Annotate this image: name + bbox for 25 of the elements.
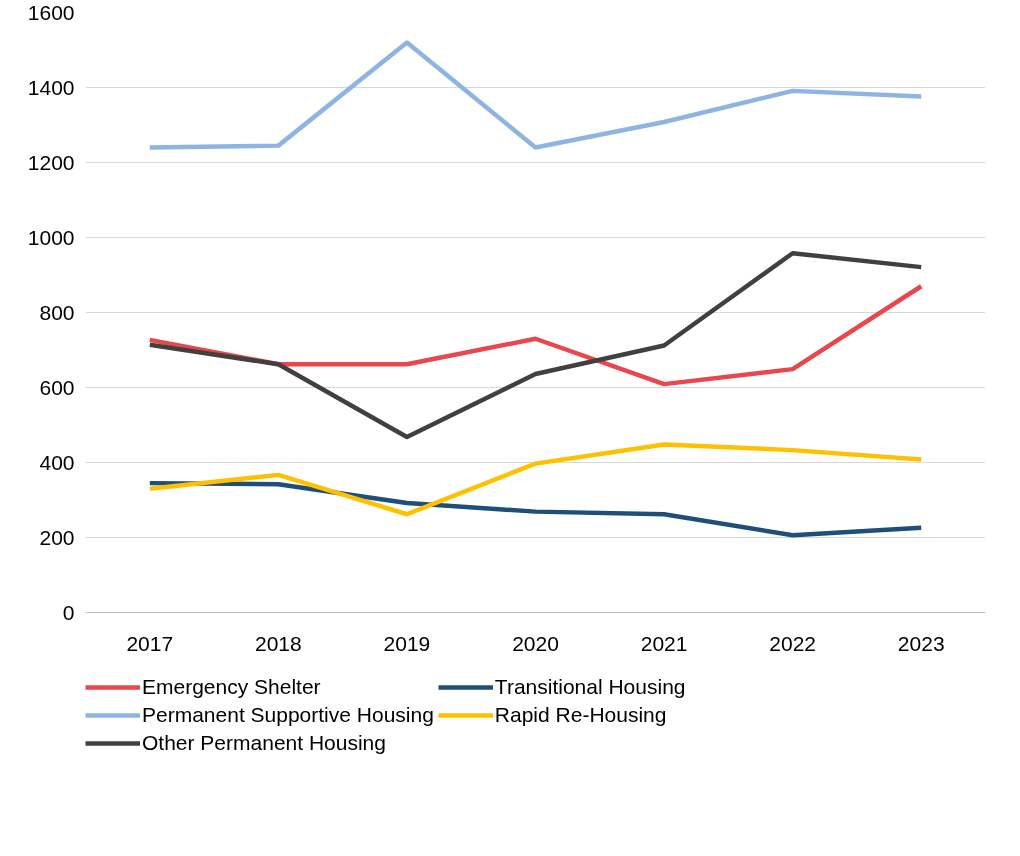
y-tick-label: 1400: [27, 75, 75, 99]
legend-label: Other Permanent Housing: [142, 731, 386, 755]
x-tick-label: 2022: [769, 631, 816, 655]
y-tick-label: 600: [39, 375, 75, 399]
x-tick-label: 2017: [126, 631, 174, 655]
legend-label: Permanent Supportive Housing: [142, 703, 434, 727]
legend-label: Emergency Shelter: [142, 675, 321, 699]
y-tick-label: 1600: [27, 0, 75, 24]
y-tick-label: 200: [39, 525, 75, 549]
y-tick-label: 1000: [27, 225, 75, 249]
line-series: [147, 251, 924, 440]
legend-label: Transitional Housing: [494, 675, 686, 699]
legend-label: Rapid Re-Housing: [494, 703, 667, 727]
y-tick-label: 1200: [27, 150, 75, 174]
y-tick-label: 800: [39, 300, 75, 324]
y-tick-label: 400: [39, 450, 75, 474]
y-tick-label: 0: [62, 600, 75, 624]
x-tick-label: 2023: [897, 631, 945, 655]
x-tick-label: 2021: [640, 631, 688, 655]
line-series: [147, 284, 924, 387]
x-tick-label: 2019: [383, 631, 431, 655]
x-tick-label: 2018: [255, 631, 302, 655]
line-series: [147, 40, 924, 150]
line-series: [147, 442, 924, 517]
x-tick-label: 2020: [512, 631, 559, 655]
